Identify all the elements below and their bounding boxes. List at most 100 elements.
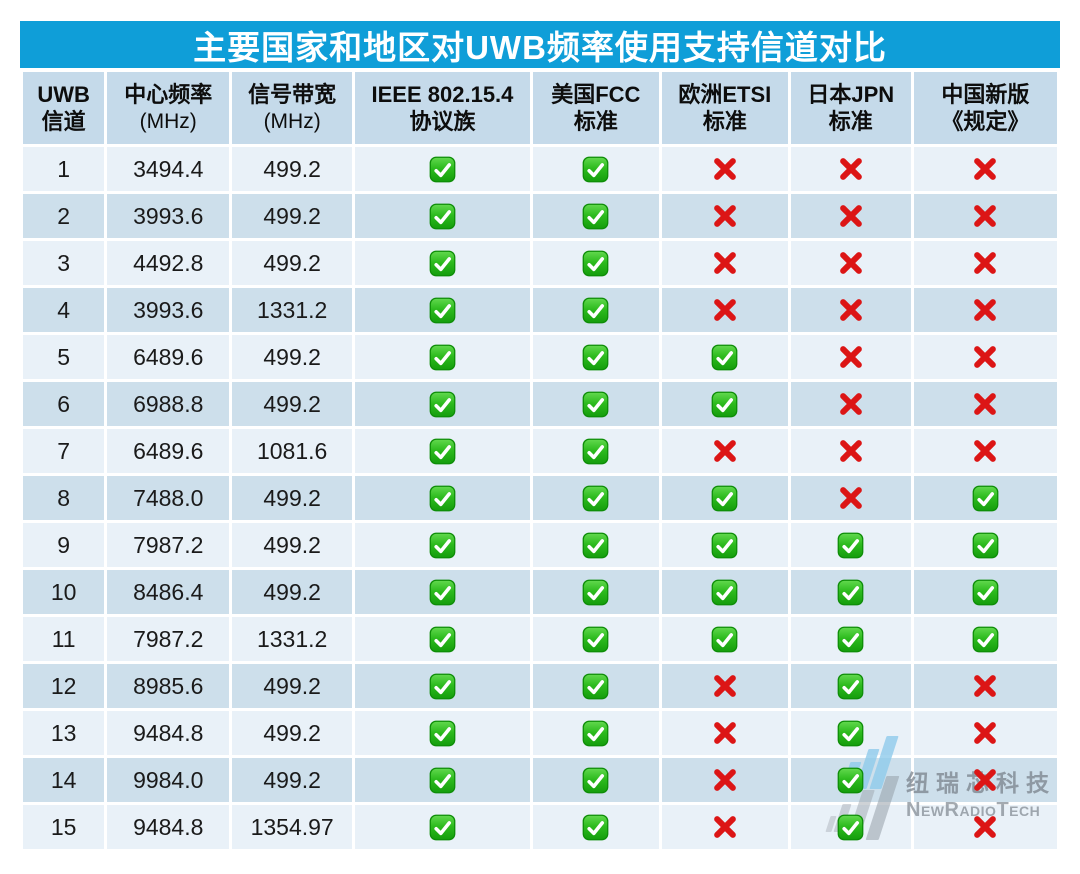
channel-cell: 7: [23, 429, 105, 473]
center-frequency-cell: 8486.4: [107, 570, 230, 614]
channel-cell: 9: [23, 523, 105, 567]
supported-cell: [355, 711, 530, 755]
check-icon: [972, 626, 999, 653]
supported-cell: [532, 711, 659, 755]
check-icon: [837, 720, 864, 747]
check-icon: [429, 391, 456, 418]
check-icon: [582, 673, 609, 700]
channel-cell: 4: [23, 288, 105, 332]
cross-icon: [971, 719, 999, 747]
supported-cell: [913, 617, 1057, 661]
table-title-bar: 主要国家和地区对UWB频率使用支持信道对比: [20, 21, 1060, 68]
cross-icon: [971, 202, 999, 230]
cross-icon: [971, 249, 999, 277]
supported-cell: [661, 523, 788, 567]
center-frequency-cell: 9484.8: [107, 711, 230, 755]
unsupported-cell: [913, 288, 1057, 332]
header-line: 信号带宽: [248, 82, 337, 108]
check-icon: [429, 250, 456, 277]
supported-cell: [913, 570, 1057, 614]
cross-icon: [971, 390, 999, 418]
header-unit: (MHz): [263, 109, 321, 133]
cross-icon: [837, 155, 865, 183]
table-row: 4 3993.6 1331.2: [23, 288, 1057, 332]
table-title: 主要国家和地区对UWB频率使用支持信道对比: [193, 28, 887, 66]
header-line: 标准: [702, 109, 747, 134]
supported-cell: [355, 664, 530, 708]
cross-icon: [711, 766, 739, 794]
supported-cell: [355, 241, 530, 285]
unsupported-cell: [790, 194, 911, 238]
check-icon: [711, 579, 738, 606]
cross-icon: [971, 155, 999, 183]
unsupported-cell: [913, 382, 1057, 426]
column-header-uwb-channel: UWB 信道: [23, 72, 105, 144]
check-icon: [711, 485, 738, 512]
supported-cell: [355, 758, 530, 802]
supported-cell: [790, 523, 911, 567]
supported-cell: [661, 617, 788, 661]
check-icon: [582, 532, 609, 559]
check-icon: [972, 485, 999, 512]
supported-cell: [661, 570, 788, 614]
bandwidth-cell: 499.2: [232, 335, 353, 379]
table-header-row: UWB 信道 中心频率 (MHz) 信号带宽 (MHz) IEEE 802.15…: [23, 72, 1057, 144]
supported-cell: [790, 758, 911, 802]
cross-icon: [837, 202, 865, 230]
cross-icon: [711, 672, 739, 700]
bandwidth-cell: 499.2: [232, 241, 353, 285]
cross-icon: [837, 484, 865, 512]
supported-cell: [355, 523, 530, 567]
check-icon: [429, 438, 456, 465]
supported-cell: [532, 241, 659, 285]
channel-cell: 5: [23, 335, 105, 379]
check-icon: [429, 720, 456, 747]
channel-cell: 1: [23, 147, 105, 191]
unsupported-cell: [790, 382, 911, 426]
bandwidth-cell: 499.2: [232, 476, 353, 520]
unsupported-cell: [661, 429, 788, 473]
uwb-channel-comparison-table: UWB 信道 中心频率 (MHz) 信号带宽 (MHz) IEEE 802.15…: [20, 69, 1060, 852]
table-row: 10 8486.4 499.2: [23, 570, 1057, 614]
supported-cell: [355, 617, 530, 661]
center-frequency-cell: 3993.6: [107, 288, 230, 332]
supported-cell: [532, 523, 659, 567]
unsupported-cell: [661, 664, 788, 708]
check-icon: [582, 250, 609, 277]
header-line: 协议族: [409, 109, 476, 134]
supported-cell: [790, 664, 911, 708]
check-icon: [582, 767, 609, 794]
unsupported-cell: [913, 241, 1057, 285]
cross-icon: [711, 719, 739, 747]
unsupported-cell: [661, 711, 788, 755]
header-line: 中国新版: [941, 81, 1030, 107]
header-unit: (MHz): [139, 109, 197, 133]
cross-icon: [971, 437, 999, 465]
unsupported-cell: [913, 429, 1057, 473]
bandwidth-cell: 499.2: [232, 711, 353, 755]
check-icon: [582, 485, 609, 512]
check-icon: [582, 344, 609, 371]
check-icon: [429, 297, 456, 324]
supported-cell: [913, 523, 1057, 567]
bandwidth-cell: 499.2: [232, 147, 353, 191]
cross-icon: [837, 343, 865, 371]
supported-cell: [661, 476, 788, 520]
table-row: 8 7488.0 499.2: [23, 476, 1057, 520]
check-icon: [429, 767, 456, 794]
bandwidth-cell: 499.2: [232, 758, 353, 802]
check-icon: [837, 767, 864, 794]
channel-cell: 6: [23, 382, 105, 426]
header-line: 《规定》: [941, 109, 1030, 134]
table-row: 7 6489.6 1081.6: [23, 429, 1057, 473]
check-icon: [429, 156, 456, 183]
unsupported-cell: [913, 664, 1057, 708]
supported-cell: [913, 476, 1057, 520]
table-row: 9 7987.2 499.2: [23, 523, 1057, 567]
cross-icon: [971, 343, 999, 371]
header-line: 美国FCC: [551, 81, 641, 107]
cross-icon: [711, 155, 739, 183]
table-row: 12 8985.6 499.2: [23, 664, 1057, 708]
unsupported-cell: [790, 476, 911, 520]
supported-cell: [532, 805, 659, 849]
